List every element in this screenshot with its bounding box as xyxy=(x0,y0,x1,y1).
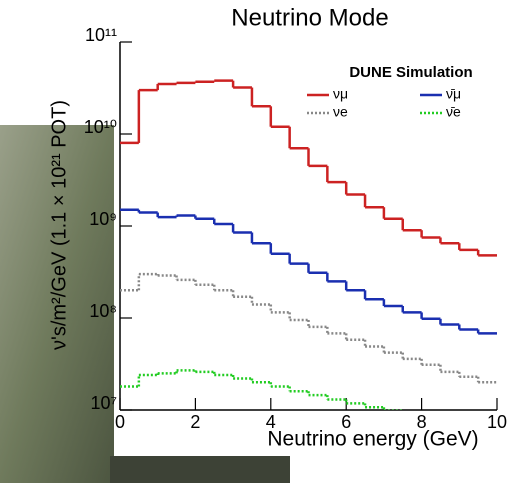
legend-title: DUNE Simulation xyxy=(349,64,472,81)
legend-label: νe xyxy=(333,104,348,120)
y-tick-label: 10⁷ xyxy=(90,393,117,413)
y-axis-label: ν's/m²/GeV (1.1 × 10²¹ POT) xyxy=(48,100,70,350)
plot-area xyxy=(120,79,497,410)
legend-label: ν̄e xyxy=(446,104,461,120)
x-tick-label: 8 xyxy=(417,412,427,432)
background-photo xyxy=(0,125,114,483)
x-tick-label: 10 xyxy=(487,412,507,432)
x-tick-label: 6 xyxy=(341,412,351,432)
y-tick-label: 10¹⁰ xyxy=(84,117,117,137)
legend-label: ν̄μ xyxy=(446,86,461,102)
x-tick-label: 2 xyxy=(190,412,200,432)
background-photo xyxy=(110,456,290,483)
y-tick-label: 10¹¹ xyxy=(85,25,117,45)
y-tick-label: 10⁹ xyxy=(89,209,117,229)
chart-title: Neutrino Mode xyxy=(231,4,388,31)
x-tick-label: 4 xyxy=(266,412,276,432)
x-axis-label: Neutrino energy (GeV) xyxy=(267,428,478,451)
x-tick-label: 0 xyxy=(115,412,125,432)
plot-background xyxy=(114,40,526,456)
y-tick-label: 10⁸ xyxy=(89,301,117,321)
legend-label: νμ xyxy=(333,86,348,102)
